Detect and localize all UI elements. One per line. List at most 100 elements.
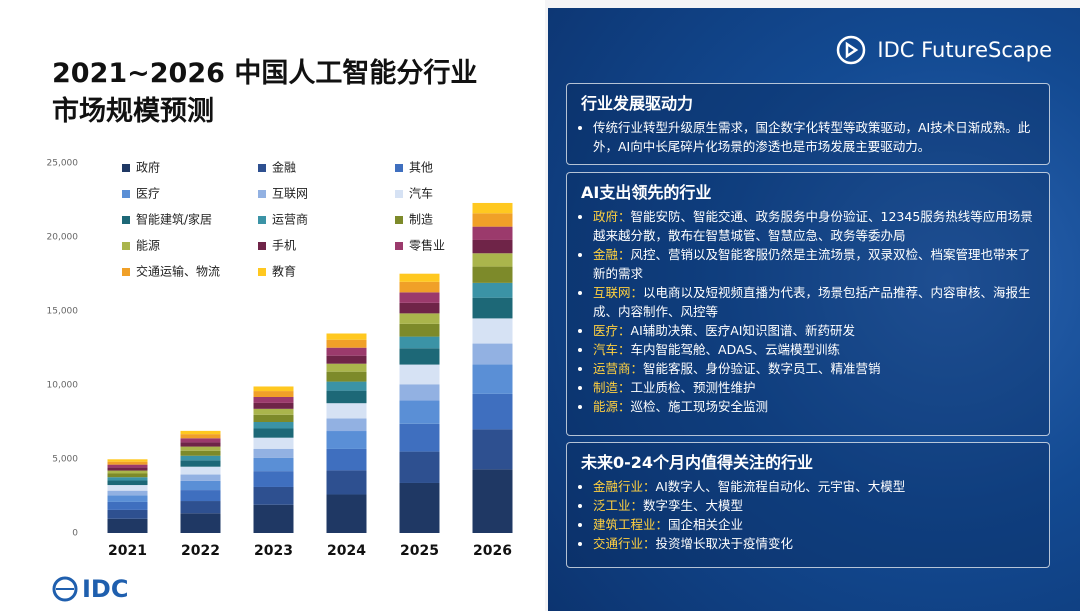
item-text: 智能安防、智能交通、政务服务中身份验证、12345服务热线等应用场景越来越分散，… <box>593 209 1033 243</box>
bar-segment <box>326 403 367 419</box>
item-text: 传统行业转型升级原生需求，国企数字化转型等政策驱动，AI技术日渐成熟。此外，AI… <box>593 120 1031 154</box>
bar-segment <box>107 464 148 468</box>
legend-swatch <box>122 164 130 172</box>
bar-segment <box>180 438 221 443</box>
item-text: 国企相关企业 <box>668 517 744 532</box>
bar-segment <box>326 390 367 404</box>
chart-panel: 2021~2026 中国人工智能分行业 市场规模预测 0 5,000 10,000 1… <box>0 0 545 611</box>
section-title: 未来0-24个月内值得关注的行业 <box>581 453 814 472</box>
bar-segment <box>107 473 148 478</box>
bar-segment <box>472 393 513 430</box>
y-tick-label: 15,000 <box>47 307 79 317</box>
legend-label: 互联网 <box>272 187 308 201</box>
footer-logo: IDC <box>52 575 128 603</box>
legend-label: 能源 <box>136 239 160 253</box>
item-label: 能源： <box>593 399 631 414</box>
bar-segment <box>472 239 513 254</box>
legend-swatch <box>258 164 266 172</box>
section-item: 传统行业转型升级原生需求，国企数字化转型等政策驱动，AI技术日渐成熟。此外，AI… <box>593 118 1039 156</box>
bar-segment <box>472 266 513 283</box>
bar-segment <box>107 485 148 491</box>
logo-icon <box>837 35 866 65</box>
bar-segment <box>253 437 294 449</box>
bar-segment <box>180 442 221 447</box>
item-text: AI辅助决策、医疗AI知识图谱、新药研发 <box>630 323 855 338</box>
bar-segment <box>472 429 513 470</box>
section-item: 能源：巡检、施工现场安全监测 <box>593 397 1039 416</box>
legend-label: 运营商 <box>272 212 308 227</box>
item-label: 互联网： <box>593 285 644 300</box>
bar-segment <box>253 396 294 403</box>
bar-segment <box>253 448 294 458</box>
section-title: 行业发展驱动力 <box>581 94 694 113</box>
bar-segment <box>326 347 367 356</box>
bar-segment <box>253 414 294 422</box>
item-label: 政府： <box>593 209 631 224</box>
bar-segment <box>472 318 513 344</box>
bar-segment <box>326 363 367 372</box>
bar-segment <box>107 470 148 474</box>
bar-segment <box>326 371 367 382</box>
bar-segment <box>253 422 294 429</box>
legend-swatch <box>258 242 266 250</box>
chart: 0 5,000 10,000 15,000 20,000 25,000 2021 2022 20… <box>47 159 513 559</box>
bar-segment <box>253 504 294 533</box>
legend-label: 金融 <box>272 160 296 175</box>
section-box: 行业发展驱动力传统行业转型升级原生需求，国企数字化转型等政策驱动，AI技术日渐成… <box>566 83 1050 165</box>
legend-label: 零售业 <box>409 238 445 253</box>
bar-segment <box>472 297 513 319</box>
bar-segment <box>253 428 294 438</box>
logo-text: IDC FutureScape <box>877 38 1052 62</box>
bar-segment <box>326 470 367 495</box>
bar-segment <box>399 281 440 293</box>
section-item: 金融行业：AI数字人、智能流程自动化、元宇宙、大模型 <box>593 477 1039 496</box>
legend-swatch <box>258 216 266 224</box>
bar-segment <box>399 348 440 365</box>
bar-segment <box>472 343 513 365</box>
x-tick-label: 2024 <box>327 543 366 559</box>
item-text: 投资增长取决于疫情变化 <box>655 536 794 551</box>
bar-segment <box>107 501 148 510</box>
bar-segment <box>107 495 148 502</box>
bar-segment <box>472 202 513 214</box>
section-title: AI支出领先的行业 <box>581 183 712 202</box>
section-item: 运营商：智能客服、身份验证、数字员工、精准营销 <box>593 359 1039 378</box>
bar-segment <box>180 501 221 514</box>
bar-segment <box>399 313 440 324</box>
bar-segment <box>326 431 367 449</box>
logo-text: IDC <box>82 575 129 603</box>
item-text: 风控、营销以及智能客服仍然是主流场景，双录双检、档案管理也带来了新的需求 <box>593 247 1031 281</box>
y-tick-label: 5,000 <box>52 455 78 465</box>
bar-segment <box>399 273 440 282</box>
item-label: 金融： <box>593 247 631 262</box>
bar-segment <box>253 386 294 392</box>
bar-segment <box>180 434 221 439</box>
y-tick-label: 25,000 <box>47 159 79 169</box>
legend-label: 教育 <box>272 264 296 279</box>
bar-segment <box>399 302 440 314</box>
section-item: 制造：工业质检、预测性维护 <box>593 378 1039 397</box>
bar-segment <box>399 423 440 452</box>
bar-segment <box>399 323 440 337</box>
section-item: 交通行业：投资增长取决于疫情变化 <box>593 534 1039 553</box>
bar-segment <box>326 339 367 348</box>
item-text: 巡检、施工现场安全监测 <box>630 399 769 414</box>
section-list: 传统行业转型升级原生需求，国企数字化转型等政策驱动，AI技术日渐成熟。此外，AI… <box>581 118 1039 156</box>
item-text: 智能客服、身份验证、数字员工、精准营销 <box>643 361 881 376</box>
bar-segment <box>326 448 367 471</box>
section-item: 互联网：以电商以及短视频直播为代表，场景包括产品推荐、内容审核、海报生成、内容制… <box>593 283 1039 321</box>
bar-segment <box>253 457 294 472</box>
item-label: 运营商： <box>593 361 644 376</box>
bar-segment <box>180 474 221 481</box>
legend-swatch <box>395 216 403 224</box>
bar-segment <box>180 450 221 456</box>
info-panel: IDC FutureScape 行业发展驱动力传统行业转型升级原生需求，国企数字… <box>548 8 1080 611</box>
section-item: 建筑工程业：国企相关企业 <box>593 515 1039 534</box>
legend-label: 制造 <box>409 213 433 227</box>
bar-segment <box>326 333 367 340</box>
item-label: 金融行业： <box>593 479 656 494</box>
legend-swatch <box>395 164 403 172</box>
legend-swatch <box>122 216 130 224</box>
section-item: 金融：风控、营销以及智能客服仍然是主流场景，双录双检、档案管理也带来了新的需求 <box>593 245 1039 283</box>
